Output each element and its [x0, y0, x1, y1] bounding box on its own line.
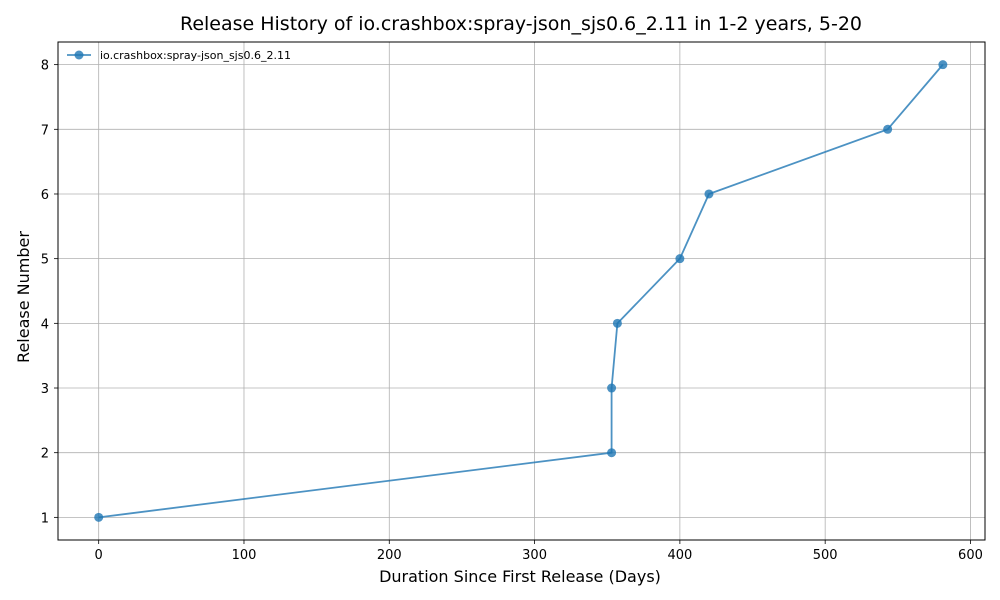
y-tick-label: 4	[41, 317, 49, 332]
data-point	[938, 60, 948, 70]
y-tick-label: 8	[41, 59, 49, 74]
data-point	[607, 383, 617, 393]
data-point	[704, 189, 714, 199]
y-tick-label: 5	[41, 253, 49, 268]
grid	[58, 42, 985, 540]
y-axis-label: Release Number	[14, 231, 33, 363]
data-point	[883, 124, 893, 134]
data-point	[607, 448, 617, 458]
legend-marker-sample	[74, 50, 84, 60]
ticks: 0 100 200 300 400 500 600 1 2 3 4 5 6 7 8	[41, 59, 983, 563]
data-point	[675, 254, 685, 264]
y-tick-label: 7	[41, 123, 49, 138]
data-point	[612, 318, 622, 328]
chart-title: Release History of io.crashbox:spray-jso…	[180, 13, 862, 35]
y-tick-label: 2	[41, 447, 49, 462]
y-tick-label: 3	[41, 382, 49, 397]
x-tick-label: 400	[667, 548, 692, 563]
legend: io.crashbox:spray-json_sjs0.6_2.11	[67, 49, 291, 62]
y-tick-label: 1	[41, 511, 49, 526]
series-line	[98, 64, 944, 519]
x-tick-label: 300	[522, 548, 547, 563]
x-tick-label: 200	[377, 548, 402, 563]
x-axis-label: Duration Since First Release (Days)	[379, 567, 661, 586]
data-point	[94, 512, 104, 522]
x-tick-label: 600	[958, 548, 983, 563]
x-tick-label: 500	[813, 548, 838, 563]
plot-frame	[57, 41, 986, 541]
series-layer	[94, 60, 948, 522]
x-tick-label: 100	[232, 548, 257, 563]
legend-entry-label: io.crashbox:spray-json_sjs0.6_2.11	[100, 49, 291, 62]
y-tick-label: 6	[41, 188, 49, 203]
x-tick-label: 0	[95, 548, 103, 563]
